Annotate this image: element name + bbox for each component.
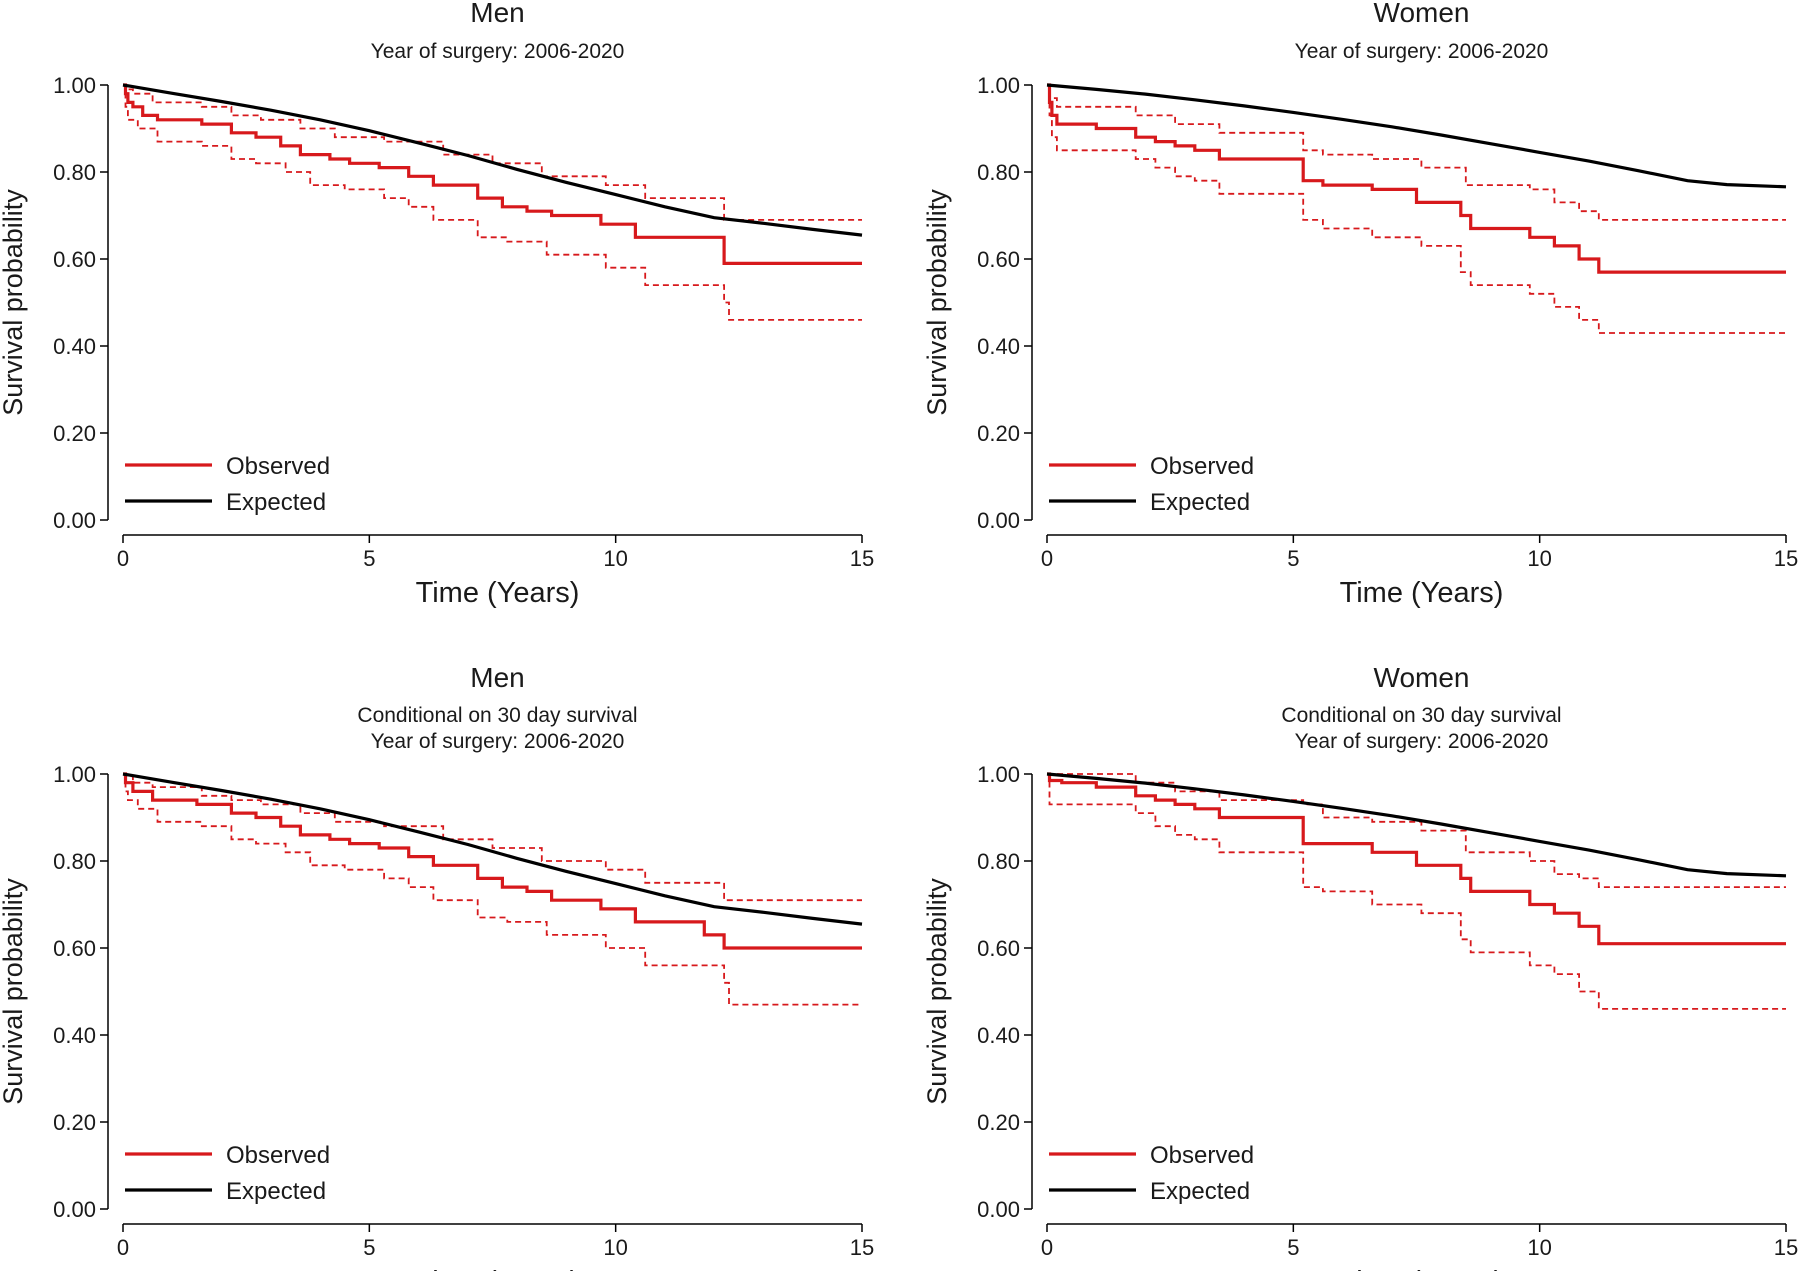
- x-tick-label: 15: [1774, 1235, 1798, 1260]
- y-tick-label: 0.60: [53, 247, 96, 272]
- x-axis-label: Time (Years): [1340, 1266, 1504, 1271]
- chart-subtitle: Year of surgery: 2006-2020: [371, 730, 625, 753]
- y-tick-label: 1.00: [977, 762, 1020, 787]
- ci-series-line: [1047, 84, 1786, 334]
- y-tick-label: 0.40: [53, 334, 96, 359]
- y-tick-label: 0.00: [53, 1197, 96, 1222]
- observed-series-line: [123, 83, 862, 265]
- y-tick-label: 1.00: [977, 73, 1020, 98]
- chart-panel: Women Year of surgery: 2006-2020 0.00 0.20 0…: [922, 0, 1798, 609]
- legend-label: Expected: [226, 1178, 326, 1205]
- y-tick-label: 0.20: [53, 1110, 96, 1135]
- x-tick-label: 5: [363, 1235, 375, 1260]
- expected-series-line: [1046, 83, 1787, 189]
- x-tick-label: 5: [363, 546, 375, 571]
- ci-series-line: [123, 84, 862, 321]
- y-tick-label: 0.80: [977, 849, 1020, 874]
- y-tick-label: 0.20: [53, 421, 96, 446]
- x-axis-label: Time (Years): [1340, 577, 1504, 609]
- x-tick-label: 0: [1041, 546, 1053, 571]
- x-axis-label: Time (Years): [416, 577, 580, 609]
- chart-panel: Men Year of surgery: 2006-2020 0.00 0.20 0.4…: [0, 0, 874, 609]
- observed-series-line: [1047, 772, 1786, 946]
- legend-label: Observed: [1150, 453, 1254, 480]
- expected-series-line: [122, 772, 863, 926]
- observed-series-line: [123, 772, 862, 950]
- y-tick-label: 0.60: [53, 936, 96, 961]
- ci-series-line: [1047, 773, 1786, 1010]
- y-tick-label: 1.00: [53, 762, 96, 787]
- y-axis-label: Survival probability: [922, 189, 952, 416]
- ci-series-line: [1047, 84, 1786, 221]
- x-tick-label: 10: [603, 1235, 627, 1260]
- chart-title: Women: [1374, 662, 1470, 693]
- x-tick-label: 0: [117, 1235, 129, 1260]
- x-axis-label: Time (Years): [416, 1266, 580, 1271]
- x-tick-label: 10: [1527, 546, 1551, 571]
- y-axis-label: Survival probability: [922, 878, 952, 1105]
- legend-label: Expected: [1150, 489, 1250, 516]
- x-tick-label: 15: [850, 1235, 874, 1260]
- observed-series-line: [1047, 83, 1786, 274]
- chart-title: Women: [1374, 0, 1470, 28]
- expected-series-line: [1046, 772, 1787, 878]
- x-tick-label: 15: [1774, 546, 1798, 571]
- chart-subtitle: Year of surgery: 2006-2020: [371, 40, 625, 63]
- chart-panel: Women Conditional on 30 day survival Year …: [922, 662, 1798, 1271]
- y-tick-label: 0.00: [53, 508, 96, 533]
- legend-label: Expected: [226, 489, 326, 516]
- chart-title: Men: [470, 662, 524, 693]
- chart-panel: Men Conditional on 30 day survival Year of…: [0, 662, 874, 1271]
- x-tick-label: 10: [1527, 1235, 1551, 1260]
- y-tick-label: 0.80: [977, 160, 1020, 185]
- legend-label: Observed: [1150, 1142, 1254, 1169]
- y-tick-label: 0.60: [977, 936, 1020, 961]
- y-tick-label: 0.60: [977, 247, 1020, 272]
- y-axis-label: Survival probability: [0, 189, 28, 416]
- legend-label: Expected: [1150, 1178, 1250, 1205]
- y-tick-label: 0.00: [977, 508, 1020, 533]
- legend-label: Observed: [226, 453, 330, 480]
- x-tick-label: 5: [1287, 546, 1299, 571]
- y-tick-label: 0.80: [53, 849, 96, 874]
- chart-subtitle: Conditional on 30 day survival: [357, 704, 637, 727]
- y-tick-label: 0.80: [53, 160, 96, 185]
- y-tick-label: 0.20: [977, 421, 1020, 446]
- expected-series-line: [122, 83, 863, 237]
- x-tick-label: 15: [850, 546, 874, 571]
- x-tick-label: 0: [1041, 1235, 1053, 1260]
- ci-series-line: [123, 84, 862, 221]
- x-tick-label: 0: [117, 546, 129, 571]
- chart-subtitle: Year of surgery: 2006-2020: [1295, 40, 1549, 63]
- y-tick-label: 1.00: [53, 73, 96, 98]
- y-tick-label: 0.40: [977, 334, 1020, 359]
- ci-series-line: [123, 773, 862, 1006]
- ci-series-line: [123, 773, 862, 902]
- y-tick-label: 0.20: [977, 1110, 1020, 1135]
- x-tick-label: 5: [1287, 1235, 1299, 1260]
- y-tick-label: 0.40: [977, 1023, 1020, 1048]
- x-tick-label: 10: [603, 546, 627, 571]
- legend-label: Observed: [226, 1142, 330, 1169]
- ci-series-line: [1047, 773, 1786, 888]
- chart-title: Men: [470, 0, 524, 28]
- chart-subtitle: Conditional on 30 day survival: [1281, 704, 1561, 727]
- y-tick-label: 0.40: [53, 1023, 96, 1048]
- y-axis-label: Survival probability: [0, 878, 28, 1105]
- y-tick-label: 0.00: [977, 1197, 1020, 1222]
- chart-subtitle: Year of surgery: 2006-2020: [1295, 730, 1549, 753]
